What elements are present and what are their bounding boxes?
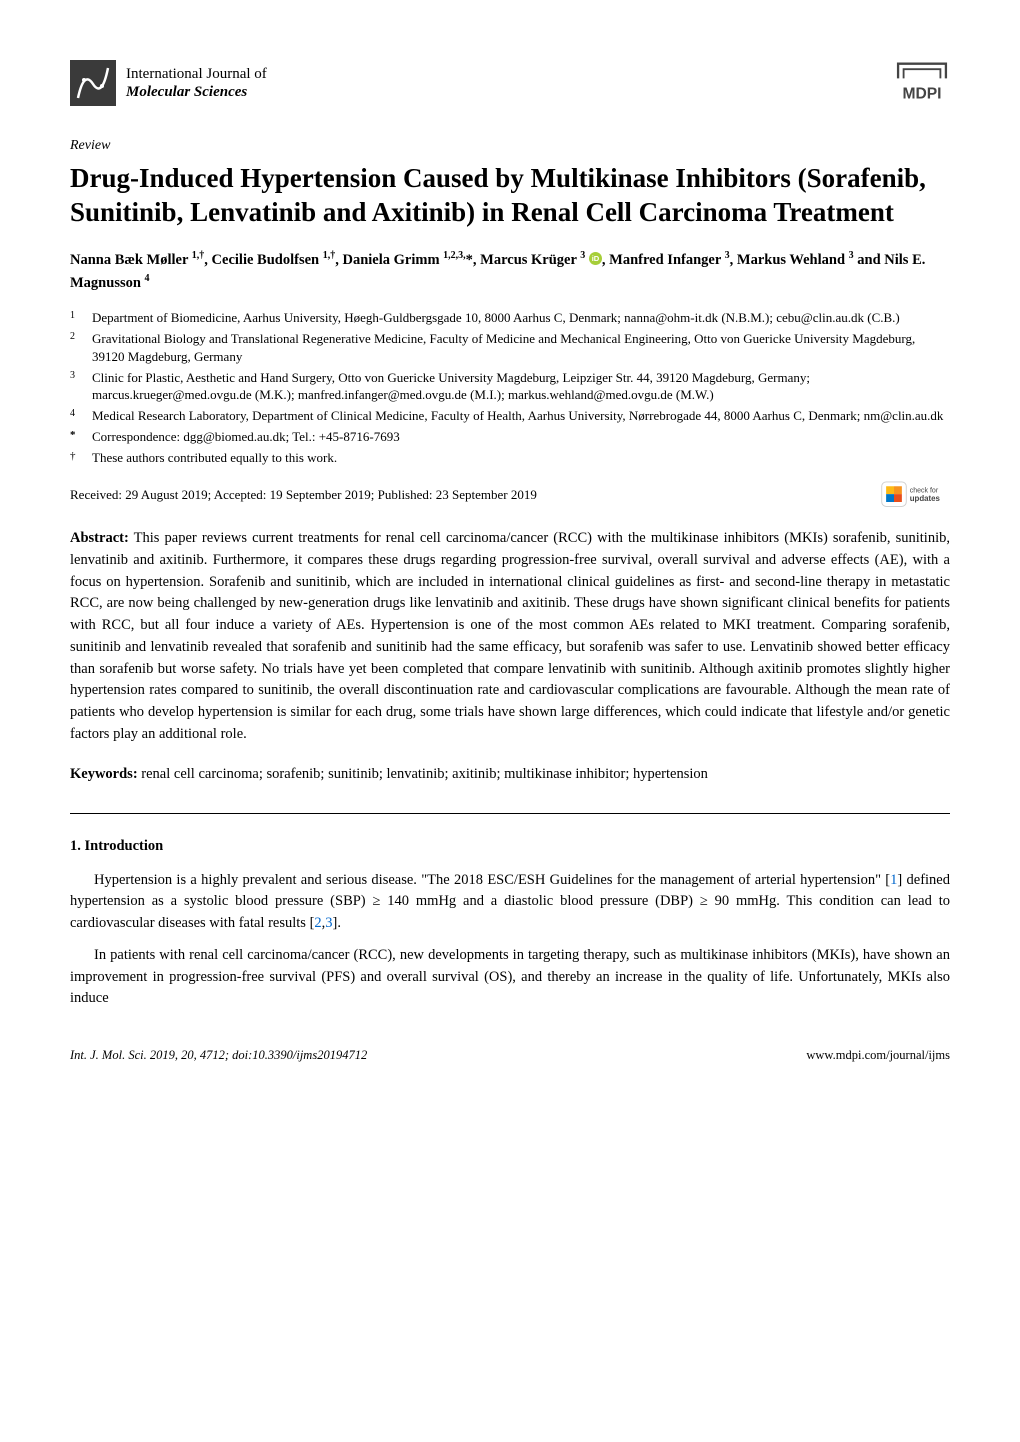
affiliation-text: These authors contributed equally to thi…	[92, 449, 950, 467]
abstract-block: Abstract: This paper reviews current tre…	[70, 528, 950, 746]
body-paragraph: In patients with renal cell carcinoma/ca…	[70, 945, 950, 1010]
affiliation-text: Gravitational Biology and Translational …	[92, 330, 950, 365]
journal-name-line1: International Journal of	[126, 65, 267, 83]
mdpi-logo-icon: MDPI	[894, 60, 950, 106]
abstract-label: Abstract:	[70, 530, 129, 546]
svg-text:MDPI: MDPI	[902, 86, 941, 103]
publication-dates: Received: 29 August 2019; Accepted: 19 S…	[70, 486, 537, 505]
svg-text:updates: updates	[910, 494, 941, 503]
journal-block: International Journal of Molecular Scien…	[70, 60, 267, 106]
journal-logo-icon	[70, 60, 116, 106]
abstract-text: This paper reviews current treatments fo…	[70, 530, 950, 742]
affiliation-num: 3	[70, 370, 75, 381]
keywords-block: Keywords: renal cell carcinoma; sorafeni…	[70, 764, 950, 786]
article-type: Review	[70, 136, 950, 156]
page-footer: Int. J. Mol. Sci. 2019, 20, 4712; doi:10…	[70, 1046, 950, 1064]
equal-contrib-marker: †	[70, 449, 92, 467]
section-divider	[70, 813, 950, 814]
affiliation-row: 1 Department of Biomedicine, Aarhus Univ…	[70, 309, 950, 328]
correspondence-marker: *	[70, 428, 92, 446]
footer-url: www.mdpi.com/journal/ijms	[806, 1046, 950, 1064]
affiliation-text: Clinic for Plastic, Aesthetic and Hand S…	[92, 369, 950, 404]
authors-line: Nanna Bæk Møller 1,†, Cecilie Budolfsen …	[70, 248, 950, 295]
affiliation-row: † These authors contributed equally to t…	[70, 449, 950, 467]
affiliations-block: 1 Department of Biomedicine, Aarhus Univ…	[70, 309, 950, 466]
affiliation-num: 4	[70, 408, 75, 419]
affiliation-text: Medical Research Laboratory, Department …	[92, 407, 950, 426]
keywords-text: renal cell carcinoma; sorafenib; sunitin…	[138, 766, 708, 782]
section-heading: 1. Introduction	[70, 836, 950, 857]
affiliation-row: * Correspondence: dgg@biomed.au.dk; Tel.…	[70, 428, 950, 446]
affiliation-row: 3 Clinic for Plastic, Aesthetic and Hand…	[70, 369, 950, 404]
check-for-updates-icon[interactable]: check for updates	[880, 480, 950, 510]
svg-text:iD: iD	[592, 254, 600, 263]
affiliation-text: Correspondence: dgg@biomed.au.dk; Tel.: …	[92, 428, 950, 446]
affiliation-row: 4 Medical Research Laboratory, Departmen…	[70, 407, 950, 426]
body-paragraph: Hypertension is a highly prevalent and s…	[70, 870, 950, 935]
article-title: Drug-Induced Hypertension Caused by Mult…	[70, 162, 950, 230]
affiliation-num: 1	[70, 310, 75, 321]
footer-citation: Int. J. Mol. Sci. 2019, 20, 4712; doi:10…	[70, 1046, 367, 1064]
affiliation-num: 2	[70, 331, 75, 342]
journal-name: International Journal of Molecular Scien…	[126, 65, 267, 101]
dates-row: Received: 29 August 2019; Accepted: 19 S…	[70, 480, 950, 510]
affiliation-row: 2 Gravitational Biology and Translationa…	[70, 330, 950, 365]
keywords-label: Keywords:	[70, 766, 138, 782]
page-header: International Journal of Molecular Scien…	[70, 60, 950, 106]
journal-name-line2: Molecular Sciences	[126, 83, 267, 101]
affiliation-text: Department of Biomedicine, Aarhus Univer…	[92, 309, 950, 328]
